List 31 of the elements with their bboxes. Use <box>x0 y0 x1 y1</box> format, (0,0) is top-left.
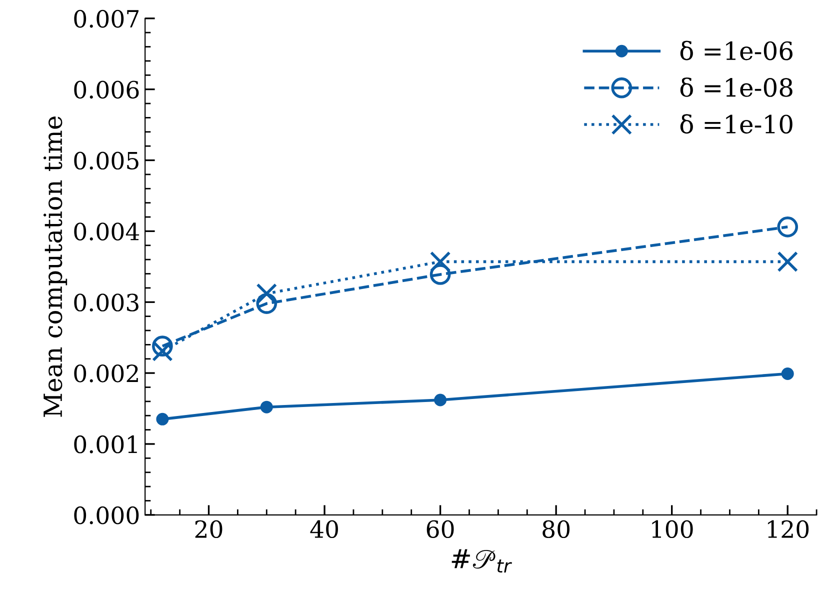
x-tick-label: 100 <box>652 520 693 538</box>
point <box>256 293 278 314</box>
x-tick-label: 80 <box>542 520 570 538</box>
y-tick-label: 0.007 <box>74 10 139 28</box>
y-axis-title: Mean computation time <box>43 116 68 417</box>
y-tick-label: 0.004 <box>74 222 140 240</box>
point <box>430 251 451 272</box>
y-tick-label: 0.006 <box>74 80 139 99</box>
x-tick-label: 40 <box>310 520 338 538</box>
point <box>434 394 447 406</box>
x-axis-title: #𝒫$_{tr}$ <box>452 549 512 573</box>
point <box>777 251 798 272</box>
point <box>156 412 169 426</box>
legend-label: δ =1e-08 <box>680 77 792 97</box>
x-tick-label: 120 <box>768 520 809 538</box>
y-tick-label: 0.005 <box>74 152 138 170</box>
y-tick-label: 0.003 <box>74 294 138 312</box>
legend-label: δ =1e-10 <box>680 114 792 134</box>
y-tick-label: 0.000 <box>74 506 139 524</box>
y-tick-label: 0.001 <box>74 435 137 454</box>
x-tick-label: 20 <box>195 520 222 538</box>
point <box>781 368 794 380</box>
x-tick-label: 60 <box>426 520 454 538</box>
y-tick-label: 0.002 <box>74 364 138 382</box>
point <box>777 216 798 238</box>
point <box>256 283 278 304</box>
point <box>152 336 173 357</box>
point <box>152 340 173 362</box>
legend-label: δ =1e-06 <box>680 40 792 60</box>
point <box>430 264 451 285</box>
point <box>260 400 273 414</box>
